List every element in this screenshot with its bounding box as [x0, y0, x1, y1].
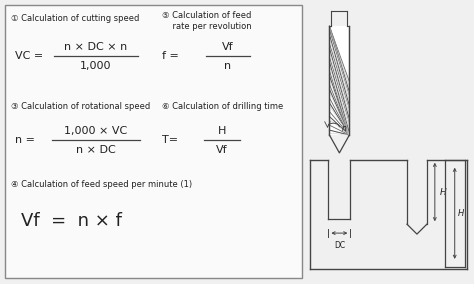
Text: 1,000 × VC: 1,000 × VC — [64, 126, 128, 136]
Text: DC: DC — [334, 241, 345, 250]
Text: H: H — [440, 187, 447, 197]
Text: n: n — [225, 61, 232, 71]
Bar — [329, 26, 349, 135]
Text: ① Calculation of cutting speed: ① Calculation of cutting speed — [11, 14, 140, 23]
Text: f =: f = — [163, 51, 179, 61]
Text: T=: T= — [163, 135, 179, 145]
Text: n =: n = — [15, 135, 35, 145]
Text: ⑤ Calculation of feed
    rate per revolution: ⑤ Calculation of feed rate per revolutio… — [163, 11, 252, 31]
Text: n: n — [341, 124, 346, 133]
Text: n × DC: n × DC — [76, 145, 116, 155]
Text: ⑥ Calculation of drilling time: ⑥ Calculation of drilling time — [163, 103, 284, 111]
Text: VC =: VC = — [15, 51, 44, 61]
Text: Vf  =  n × f: Vf = n × f — [21, 212, 122, 230]
Text: H: H — [458, 209, 464, 218]
Text: ③ Calculation of rotational speed: ③ Calculation of rotational speed — [11, 103, 151, 111]
Text: H: H — [218, 126, 226, 136]
Bar — [5, 5, 301, 278]
Text: n × DC × n: n × DC × n — [64, 42, 128, 52]
Text: Vf: Vf — [216, 145, 228, 155]
Text: ④ Calculation of feed speed per minute (1): ④ Calculation of feed speed per minute (… — [11, 179, 192, 189]
Text: 1,000: 1,000 — [80, 61, 111, 71]
Text: Vf: Vf — [222, 42, 234, 52]
